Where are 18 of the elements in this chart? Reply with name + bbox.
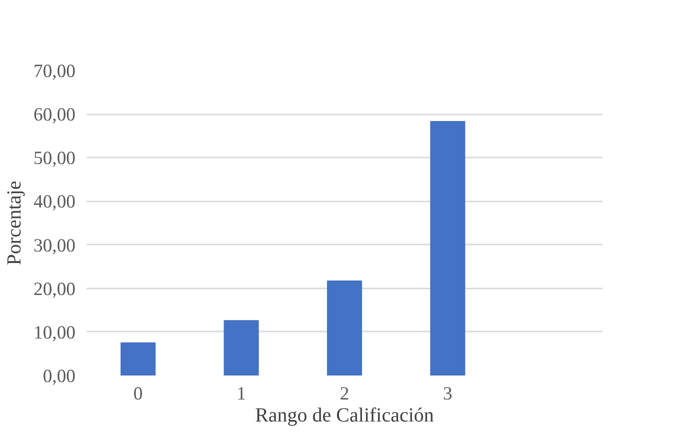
bar xyxy=(120,342,156,376)
y-tick-label: 70,00 xyxy=(34,61,76,82)
y-tick-label: 60,00 xyxy=(34,104,76,126)
y-tick-label: 10,00 xyxy=(34,322,76,344)
x-tick-label: 0 xyxy=(133,384,143,404)
y-tick-label: 20,00 xyxy=(34,278,76,300)
y-tick-label: 50,00 xyxy=(34,148,76,170)
x-tick-label: 1 xyxy=(236,384,246,404)
bar xyxy=(224,320,259,376)
x-tick-label: 3 xyxy=(443,384,452,404)
x-tick-label: 2 xyxy=(340,384,350,404)
y-axis-title: Porcentaje xyxy=(4,180,26,266)
bar xyxy=(326,280,362,376)
bar xyxy=(430,120,466,376)
y-tick-label: 0,00 xyxy=(42,366,76,387)
x-axis-title: Rango de Calificación xyxy=(255,404,434,426)
y-tick-label: 30,00 xyxy=(34,235,76,256)
y-tick-label: 40,00 xyxy=(34,192,76,213)
